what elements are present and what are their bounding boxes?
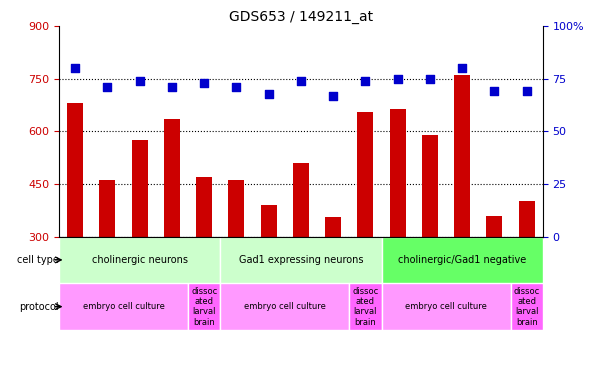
Title: GDS653 / 149211_at: GDS653 / 149211_at (229, 10, 373, 24)
Text: dissoc
ated
larval
brain: dissoc ated larval brain (352, 286, 379, 327)
Bar (422, 135, 438, 342)
Bar (261, 205, 277, 342)
Bar (132, 140, 148, 342)
FancyBboxPatch shape (220, 237, 382, 283)
Point (393, 76, 402, 82)
FancyBboxPatch shape (382, 237, 543, 283)
Text: cholinergic/Gad1 negative: cholinergic/Gad1 negative (398, 255, 526, 265)
FancyBboxPatch shape (382, 283, 510, 330)
Point (522, 88, 532, 94)
Bar (293, 163, 309, 342)
Bar (486, 216, 503, 342)
Bar (325, 217, 341, 342)
Text: cell type: cell type (17, 255, 59, 265)
Bar (228, 180, 244, 342)
Point (232, 84, 241, 90)
Bar (358, 112, 373, 342)
Point (103, 84, 112, 90)
Point (490, 88, 499, 94)
FancyBboxPatch shape (59, 237, 220, 283)
Point (360, 78, 370, 84)
Text: embryo cell culture: embryo cell culture (244, 302, 326, 311)
Text: cholinergic neurons: cholinergic neurons (91, 255, 188, 265)
Bar (454, 75, 470, 342)
Text: protocol: protocol (19, 302, 59, 312)
Text: embryo cell culture: embryo cell culture (405, 302, 487, 311)
FancyBboxPatch shape (349, 283, 382, 330)
Point (457, 65, 467, 71)
Text: dissoc
ated
larval
brain: dissoc ated larval brain (513, 286, 540, 327)
Bar (196, 177, 212, 342)
FancyBboxPatch shape (188, 283, 220, 330)
Point (296, 78, 306, 84)
Text: Gad1 expressing neurons: Gad1 expressing neurons (238, 255, 363, 265)
Point (135, 78, 145, 84)
Point (329, 93, 338, 99)
Bar (389, 109, 406, 342)
FancyBboxPatch shape (510, 283, 543, 330)
Point (70, 65, 80, 71)
Bar (519, 201, 535, 342)
Text: embryo cell culture: embryo cell culture (83, 302, 165, 311)
FancyBboxPatch shape (220, 283, 349, 330)
FancyBboxPatch shape (59, 283, 188, 330)
Point (425, 76, 435, 82)
Text: dissoc
ated
larval
brain: dissoc ated larval brain (191, 286, 217, 327)
Point (199, 80, 209, 86)
Bar (67, 104, 83, 342)
Bar (99, 180, 116, 342)
Point (264, 90, 273, 96)
Bar (164, 119, 180, 342)
Point (167, 84, 176, 90)
